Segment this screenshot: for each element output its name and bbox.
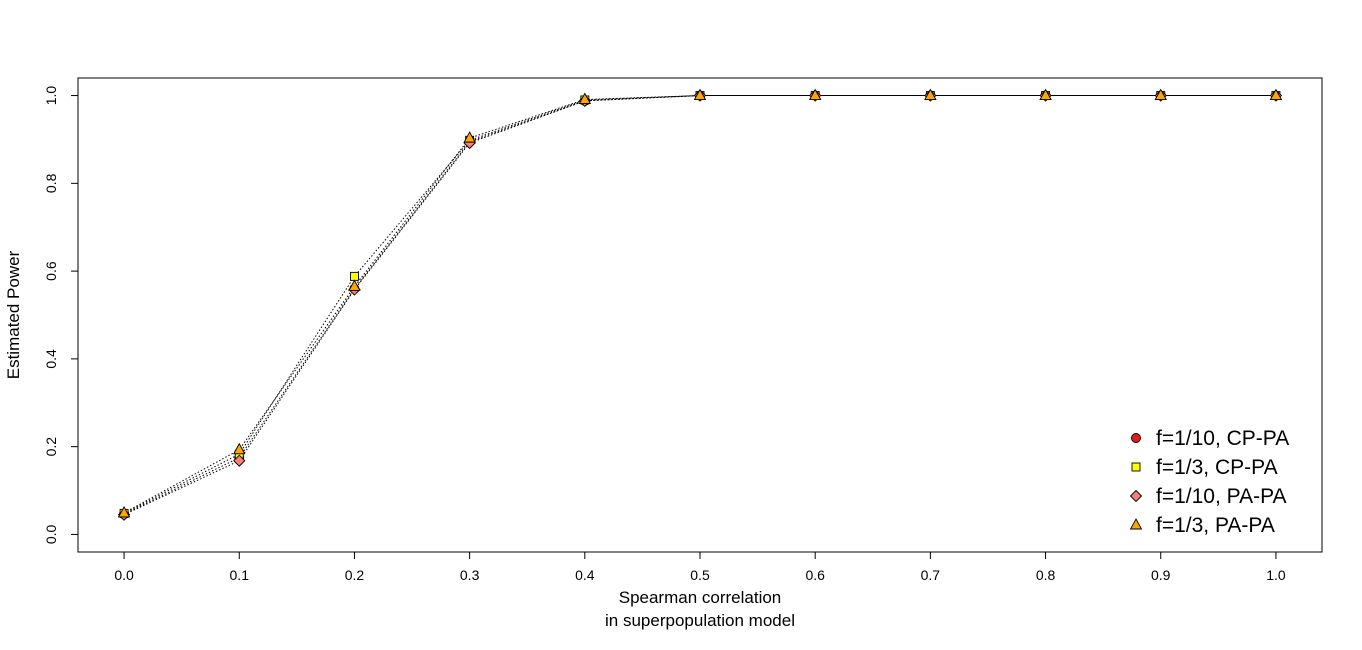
- legend-item: f=1/10, CP-PA: [1131, 427, 1289, 450]
- legend-marker-diamond: [1129, 489, 1143, 503]
- data-point-triangle: [1154, 88, 1168, 101]
- x-tick-label: 0.8: [1036, 567, 1056, 583]
- legend-label: f=1/10, CP-PA: [1156, 427, 1289, 450]
- x-tick-label: 0.3: [460, 567, 480, 583]
- legend-label: f=1/3, PA-PA: [1156, 514, 1275, 537]
- legend-marker-square: [1131, 462, 1141, 472]
- x-tick-label: 1.0: [1266, 567, 1286, 583]
- data-point-triangle: [693, 88, 707, 101]
- y-tick-label: 0.6: [43, 261, 59, 281]
- legend-item: f=1/3, CP-PA: [1131, 456, 1278, 479]
- x-tick-label: 0.7: [921, 567, 941, 583]
- y-tick-label: 0.4: [43, 349, 59, 369]
- data-point-triangle: [1039, 88, 1052, 101]
- data-point-square: [349, 271, 359, 281]
- series-points-1: [119, 90, 1281, 520]
- series-line-4: [123, 95, 1276, 514]
- data-point-diamond: [233, 454, 246, 467]
- series-points-4: [117, 88, 1283, 518]
- y-axis: 0.0 0.2 0.4 0.6 0.8 1.0: [43, 86, 79, 545]
- y-tick-label: 0.2: [43, 437, 59, 457]
- y-tick-label: 0.8: [43, 173, 59, 193]
- x-tick-label: 0.9: [1151, 567, 1171, 583]
- y-tick-label: 1.0: [43, 86, 59, 106]
- x-axis-title-line-2: in superpopulation model: [605, 611, 795, 630]
- legend: f=1/10, CP-PA f=1/3, CP-PA f=1/10, PA-PA f=…: [1129, 427, 1289, 537]
- data-point-triangle: [117, 506, 131, 518]
- x-axis: 0.0 0.1 0.2 0.3 0.4 0.5 0.6 0.7 0.8 0.9 1.0: [114, 551, 1286, 583]
- legend-marker-triangle: [1129, 518, 1143, 530]
- plot-frame: [77, 77, 1323, 553]
- data-point-triangle: [348, 279, 361, 291]
- data-point-triangle: [578, 92, 592, 104]
- y-tick-label: 0.0: [43, 525, 59, 545]
- data-point-triangle: [232, 442, 246, 455]
- legend-item: f=1/3, PA-PA: [1129, 514, 1275, 537]
- series-points-2: [119, 91, 1281, 518]
- legend-marker-circle: [1131, 433, 1141, 443]
- legend-label: f=1/3, CP-PA: [1156, 456, 1278, 479]
- data-point-triangle: [924, 88, 937, 101]
- x-axis-title-line-1: Spearman correlation: [619, 588, 782, 607]
- x-tick-label: 0.2: [345, 567, 365, 583]
- data-point-triangle: [808, 88, 822, 101]
- y-axis-title: Estimated Power: [4, 250, 23, 379]
- data-point-triangle: [463, 131, 476, 143]
- series-line-1: [123, 95, 1276, 515]
- legend-label: f=1/10, PA-PA: [1156, 485, 1287, 508]
- x-tick-label: 0.0: [114, 567, 134, 583]
- x-tick-label: 0.4: [575, 567, 595, 583]
- series-layer: [117, 88, 1283, 521]
- x-tick-label: 0.1: [230, 567, 250, 583]
- x-tick-label: 0.5: [690, 567, 710, 583]
- series-line-2: [123, 95, 1276, 514]
- legend-item: f=1/10, PA-PA: [1129, 485, 1287, 508]
- series-points-3: [117, 89, 1283, 521]
- data-point-triangle: [1269, 88, 1283, 101]
- x-tick-label: 0.6: [805, 567, 825, 583]
- series-line-3: [123, 95, 1276, 516]
